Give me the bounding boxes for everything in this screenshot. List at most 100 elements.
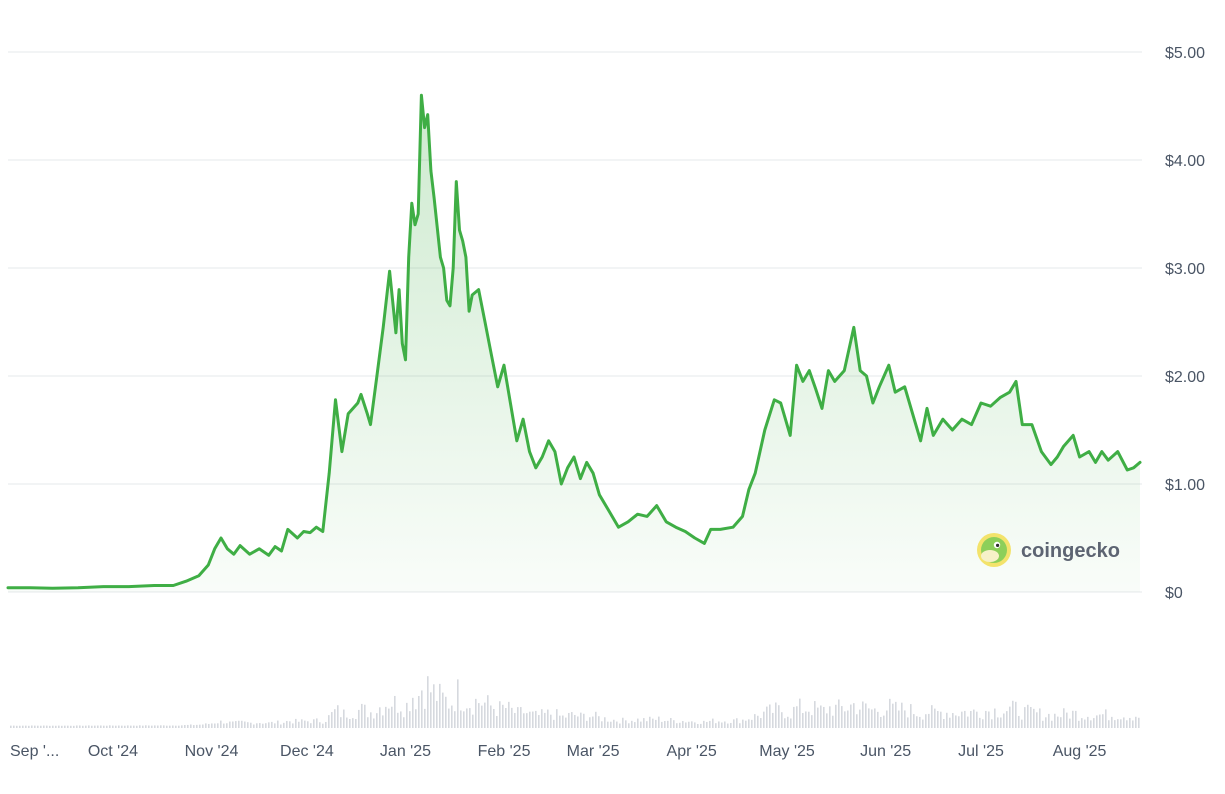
volume-bar: [547, 709, 549, 728]
volume-bar: [253, 724, 255, 728]
volume-bar: [10, 725, 12, 728]
volume-bar: [424, 708, 426, 728]
volume-bar: [67, 725, 69, 728]
volume-bar: [790, 718, 792, 728]
volume-bar: [478, 703, 480, 728]
volume-bar: [727, 723, 729, 728]
volume-bar: [880, 716, 882, 728]
volume-bar: [379, 707, 381, 728]
volume-bar: [211, 723, 213, 728]
volume-bar: [61, 725, 63, 728]
volume-bar: [571, 712, 573, 728]
volume-bar: [160, 725, 162, 728]
volume-bar: [1138, 717, 1140, 728]
volume-bar: [718, 721, 720, 728]
volume-bar: [847, 710, 849, 728]
volume-bar: [319, 722, 321, 728]
volume-bar: [673, 720, 675, 728]
volume-bar: [811, 715, 813, 728]
x-tick-label: Dec '24: [280, 743, 334, 760]
volume-bar: [142, 725, 144, 728]
volume-bar: [838, 699, 840, 728]
volume-bar: [1096, 715, 1098, 728]
volume-bar: [589, 717, 591, 728]
volume-bar: [724, 721, 726, 728]
volume-bar: [568, 712, 570, 728]
volume-bar: [748, 719, 750, 728]
volume-bar: [529, 711, 531, 728]
volume-bar: [583, 713, 585, 728]
price-line: [6, 93, 1142, 590]
volume-bar: [325, 721, 327, 728]
volume-bar: [205, 723, 207, 728]
volume-bar: [1006, 711, 1008, 728]
volume-bar: [910, 704, 912, 728]
volume-bar: [145, 725, 147, 728]
volume-bar: [1036, 712, 1038, 728]
volume-bar: [70, 725, 72, 728]
volume-bar: [520, 707, 522, 728]
volume-bar: [649, 716, 651, 728]
volume-bar: [445, 696, 447, 728]
volume-bar: [451, 705, 453, 728]
volume-bar: [202, 724, 204, 728]
volume-bar: [1108, 720, 1110, 728]
volume-bar: [1051, 720, 1053, 728]
watermark: coingecko: [977, 533, 1120, 567]
volume-bar: [292, 723, 294, 728]
volume-bar: [28, 725, 30, 728]
volume-bar: [661, 721, 663, 728]
volume-bar: [493, 708, 495, 728]
volume-bar: [961, 711, 963, 728]
volume-bar: [109, 725, 111, 728]
volume-bar: [448, 708, 450, 728]
volume-bar: [712, 718, 714, 728]
volume-bar: [286, 720, 288, 728]
x-tick-label: May '25: [759, 743, 815, 760]
volume-bar: [193, 725, 195, 728]
volume-bar: [454, 711, 456, 728]
volume-bar: [370, 712, 372, 728]
volume-bar: [1000, 717, 1002, 728]
volume-bar: [256, 723, 258, 728]
volume-bar: [604, 717, 606, 728]
volume-bar: [883, 715, 885, 728]
volume-bar: [1030, 707, 1032, 728]
volume-bar: [391, 706, 393, 728]
volume-bar: [85, 725, 87, 728]
volume-bar: [934, 708, 936, 728]
volume-bar: [352, 718, 354, 728]
volume-bar: [1027, 704, 1029, 728]
volume-bar: [316, 718, 318, 728]
volume-bar: [208, 723, 210, 728]
volume-bar: [982, 719, 984, 728]
volume-bar: [835, 704, 837, 728]
volume-bar: [739, 723, 741, 728]
volume-bar: [223, 723, 225, 728]
volume-bar: [1102, 714, 1104, 728]
volume-bar: [148, 725, 150, 728]
volume-bar: [472, 714, 474, 728]
volume-bar: [715, 723, 717, 728]
gecko-logo-icon: [977, 533, 1011, 567]
volume-bar: [640, 721, 642, 728]
volume-bar: [898, 710, 900, 728]
volume-bar: [577, 716, 579, 728]
volume-bar: [976, 711, 978, 728]
volume-bar: [868, 708, 870, 728]
volume-bar: [214, 723, 216, 728]
volume-bar: [439, 683, 441, 728]
volume-bar: [745, 720, 747, 728]
volume-bar: [271, 721, 273, 728]
volume-bar: [490, 705, 492, 728]
volume-bar: [829, 706, 831, 728]
volume-bar: [808, 711, 810, 728]
volume-bar: [511, 707, 513, 728]
volume-bar: [685, 722, 687, 728]
volume-bar: [940, 711, 942, 728]
volume-bar: [163, 725, 165, 728]
volume-bar: [1084, 719, 1086, 728]
y-tick-label: $0: [1165, 585, 1183, 602]
volume-bar: [949, 717, 951, 728]
volume-bar: [322, 723, 324, 728]
